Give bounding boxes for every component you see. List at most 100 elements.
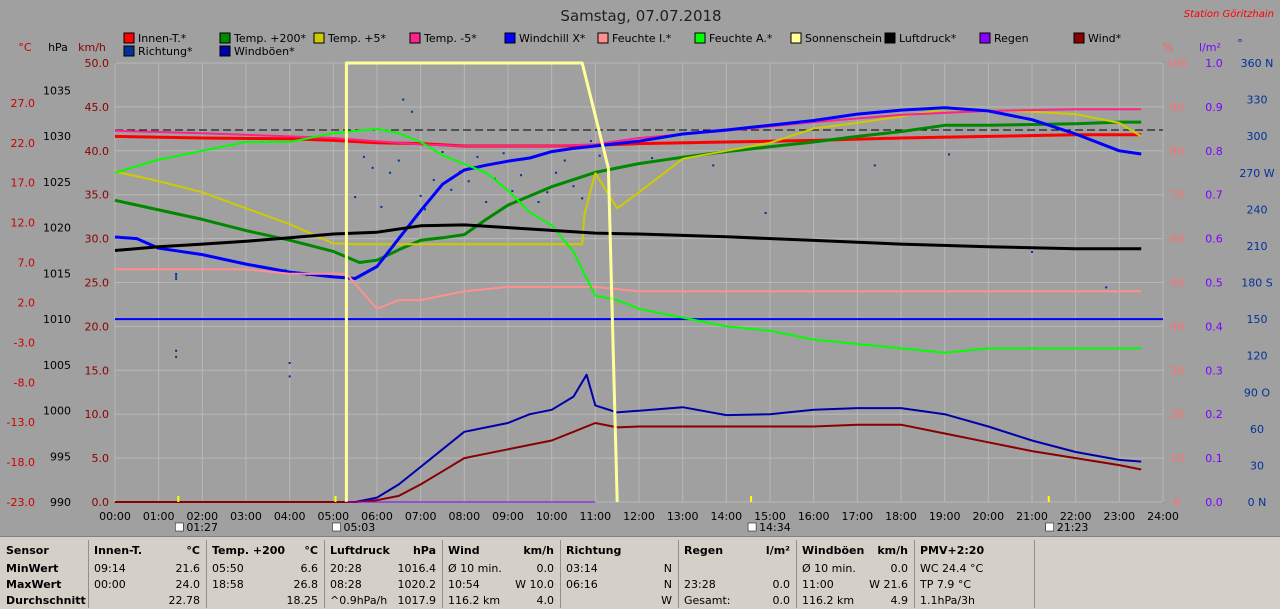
tick-label-rain: 0.2 — [1205, 408, 1223, 421]
tick-label-x: 18:00 — [885, 510, 917, 523]
tick-label-x: 24:00 — [1147, 510, 1179, 523]
time-marker-label: 21:23 — [1057, 521, 1089, 534]
direction-point — [467, 180, 470, 183]
stats-value: 1020.2 — [397, 578, 437, 591]
stats-column: PMV+2:20 WC 24.4 °C TP 7.9 °C 1.1hPa/3h — [914, 540, 1035, 608]
tick-label-direction: 300 — [1247, 130, 1268, 143]
axis-unit-humidity: % — [1163, 41, 1173, 54]
tick-label-pressure: 1010 — [43, 313, 71, 326]
direction-point — [764, 211, 767, 214]
legend-label: Feuchte A.* — [709, 32, 773, 45]
legend-swatch — [409, 32, 421, 44]
tick-label-wind: 40.0 — [85, 145, 110, 158]
tick-label-x: 06:00 — [361, 510, 393, 523]
tick-label-x: 00:00 — [99, 510, 131, 523]
stats-value: 26.8 — [293, 578, 319, 591]
tick-label-pressure: 1005 — [43, 359, 71, 372]
stats-time: 10:54 — [448, 578, 480, 591]
sunrise-icon — [332, 522, 341, 532]
tick-label-x: 12:00 — [623, 510, 655, 523]
stats-value: N — [663, 562, 672, 575]
stats-column-unit: °C — [304, 544, 318, 557]
direction-point — [873, 164, 876, 167]
tick-label-x: 17:00 — [841, 510, 873, 523]
stats-time: Ø 10 min. — [802, 562, 856, 575]
tick-label-x: 07:00 — [405, 510, 437, 523]
tick-label-x: 04:00 — [274, 510, 306, 523]
tick-label-wind: 50.0 — [85, 57, 110, 70]
direction-point — [948, 153, 951, 156]
tick-label-x: 02:00 — [186, 510, 218, 523]
stats-column: Luftdruck hPa 20:28 08:28 ^0.9hPa/h 1016.4 102… — [324, 540, 443, 608]
tick-label-temp: -23.0 — [7, 496, 35, 509]
tick-label-temp: 22.0 — [11, 137, 36, 150]
tick-label-humidity: 60 — [1170, 233, 1184, 246]
direction-point — [450, 188, 453, 191]
tick-label-humidity: 70 — [1170, 189, 1184, 202]
tick-label-rain: 0.1 — [1205, 452, 1223, 465]
legend-swatch — [979, 32, 991, 44]
stats-value: W 21.6 — [869, 578, 908, 591]
stats-column-unit: hPa — [412, 544, 436, 557]
stats-time: 116.2 km — [448, 594, 501, 607]
tick-label-temp: 12.0 — [11, 217, 36, 230]
tick-label-x: 21:00 — [1016, 510, 1048, 523]
time-marker-label: 01:27 — [186, 521, 218, 534]
tick-label-rain: 0.7 — [1205, 189, 1223, 202]
series-line-feuchte-a- — [114, 127, 1142, 354]
direction-point — [288, 375, 291, 378]
stats-column-unit: km/h — [523, 544, 554, 557]
tick-label-direction: 270 W — [1239, 167, 1274, 180]
stats-column-title: Sensor — [6, 544, 49, 557]
stats-time: ^0.9hPa/h — [330, 594, 388, 607]
stats-column-title: Regen — [684, 544, 724, 557]
legend-swatch — [597, 32, 609, 44]
tick-label-humidity: 20 — [1170, 408, 1184, 421]
legend-swatch — [313, 32, 325, 44]
legend-swatch — [219, 32, 231, 44]
direction-point — [520, 174, 523, 177]
stats-time: WC 24.4 °C — [920, 562, 984, 575]
legend-swatch — [504, 32, 516, 44]
stats-time: 11:00 — [802, 578, 834, 591]
tick-label-humidity: 80 — [1170, 145, 1184, 158]
direction-point — [175, 349, 178, 352]
direction-point — [1031, 251, 1033, 254]
legend-label: Temp. -5* — [423, 32, 477, 45]
stats-column: Richtung 03:14 06:16 N N W — [560, 540, 679, 608]
time-marker-tick — [334, 496, 337, 502]
stats-column: Windböen km/h Ø 10 min. 11:00 116.2 km 0.0 W 2… — [796, 540, 915, 608]
tick-label-humidity: 100 — [1167, 57, 1188, 70]
stats-column: Sensor MinWert MaxWert Durchschnitt — [0, 540, 89, 608]
tick-label-x: 14:00 — [710, 510, 742, 523]
tick-label-x: 19:00 — [929, 510, 961, 523]
direction-point — [485, 201, 488, 204]
stats-panel: Sensor MinWert MaxWert Durchschnitt Innen-T.… — [0, 536, 1280, 609]
legend-label: Wind* — [1088, 32, 1122, 45]
stats-value: 0.0 — [772, 578, 791, 591]
direction-point — [511, 190, 514, 193]
stats-column-title: Windböen — [802, 544, 865, 557]
tick-label-x: 03:00 — [230, 510, 262, 523]
direction-point — [354, 196, 357, 199]
direction-point — [175, 355, 178, 358]
direction-point — [712, 164, 715, 167]
stats-value: 22.78 — [168, 594, 201, 607]
legend-label: Feuchte I.* — [612, 32, 672, 45]
chart-title: Samstag, 07.07.2018 — [560, 7, 721, 25]
time-marker-tick — [177, 496, 180, 502]
stats-value: W 10.0 — [515, 578, 554, 591]
tick-label-wind: 15.0 — [85, 364, 110, 377]
time-marker-label: 05:03 — [344, 521, 376, 534]
direction-point — [397, 159, 400, 162]
axis-unit-direction: ° — [1237, 37, 1243, 50]
tick-label-wind: 10.0 — [85, 408, 110, 421]
stats-time: 06:16 — [566, 578, 598, 591]
stats-column-title: Temp. +200 — [212, 544, 286, 557]
series-line-luftdruck- — [114, 223, 1142, 252]
direction-point — [175, 275, 178, 278]
direction-point — [1105, 286, 1108, 289]
time-marker-tick — [750, 496, 753, 502]
stats-value: 1016.4 — [397, 562, 437, 575]
legend-label: Temp. +5* — [327, 32, 387, 45]
